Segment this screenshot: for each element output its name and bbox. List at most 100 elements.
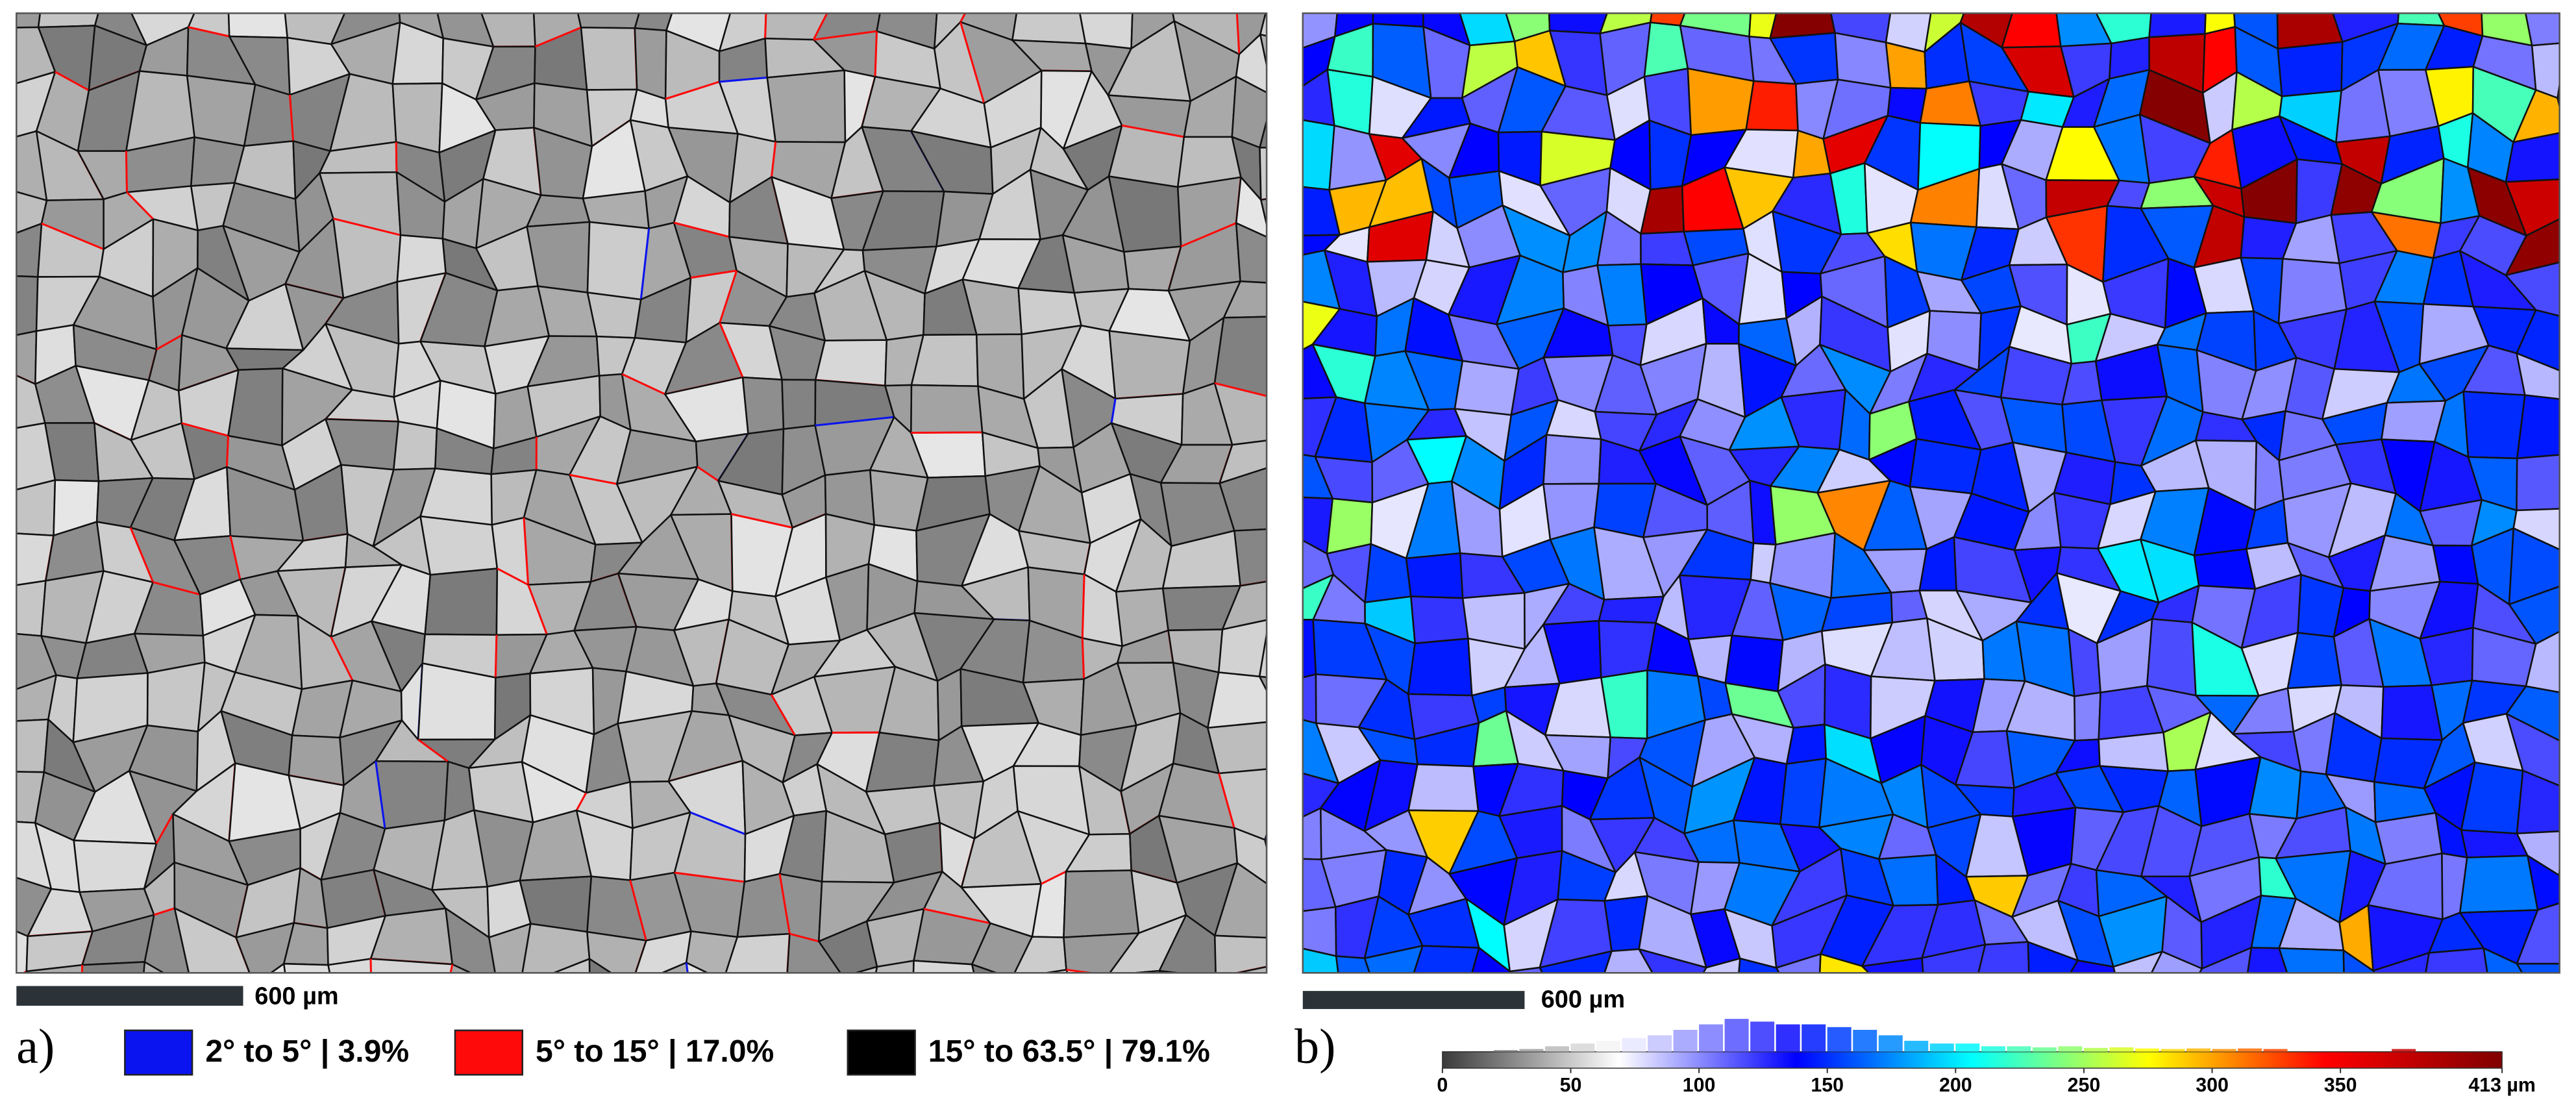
grain: [1302, 673, 1317, 724]
grain: [2150, 951, 2203, 973]
grain: [1407, 763, 1480, 812]
grain: [1213, 934, 1267, 973]
grain: [16, 479, 56, 536]
grain: [588, 958, 613, 973]
grain: [2516, 454, 2560, 512]
scale-bar-label: 600 µm: [254, 982, 338, 1010]
boundary: [719, 76, 767, 83]
grain: [2558, 856, 2560, 877]
grain: [910, 384, 984, 434]
histogram-bar: [1596, 1040, 1620, 1052]
grain: [2246, 947, 2288, 973]
boundary: [874, 31, 878, 77]
grain: [2560, 947, 2576, 1005]
grain: [2516, 352, 2560, 400]
grain: [2027, 941, 2079, 973]
tick-label: 0: [1437, 1075, 1448, 1096]
boundary: [125, 151, 128, 193]
grain: [1235, 222, 1267, 284]
grain: [852, 966, 878, 973]
histogram-bar: [1802, 1024, 1826, 1052]
grain: [580, 27, 638, 91]
scale-bar: [1302, 991, 1525, 1009]
grain: [186, 75, 256, 147]
grain: [2098, 731, 2169, 772]
grain: [488, 923, 532, 973]
grain: [269, 962, 286, 973]
grain: [227, 368, 284, 447]
legend-label: 5° to 15° | 17.0%: [536, 1034, 774, 1069]
grain: [576, 13, 640, 29]
grain: [2505, 712, 2560, 787]
grain: [1233, 528, 1267, 587]
boundary: [534, 26, 582, 48]
boundary: [1121, 124, 1185, 138]
grain: [2508, 527, 2560, 606]
grain: [327, 958, 372, 973]
legend-label: 2° to 5° | 3.9%: [205, 1034, 409, 1069]
tick-label: 350: [2324, 1075, 2357, 1096]
grain: [2483, 947, 2523, 973]
boundary: [960, 21, 985, 104]
boundary: [789, 932, 819, 943]
grain: [1724, 634, 1784, 693]
grain: [2516, 769, 2560, 834]
grain: [1041, 969, 1069, 973]
grain: [2148, 13, 2207, 38]
grain: [1779, 757, 1827, 829]
tick-label: 50: [1560, 1075, 1582, 1096]
histogram-bar: [1673, 1030, 1698, 1052]
grain: [16, 275, 39, 336]
grain: [2276, 13, 2344, 50]
grain: [25, 964, 84, 973]
histogram-bar: [2083, 1047, 2108, 1052]
grain: [2277, 41, 2344, 97]
grain: [1775, 953, 1822, 973]
legend-swatch: [454, 1029, 523, 1076]
boundary: [569, 473, 617, 485]
boundary: [181, 422, 229, 437]
grain: [173, 907, 251, 973]
grain: [1405, 552, 1464, 599]
grain: [1818, 953, 1870, 973]
boundary: [778, 873, 791, 934]
boundary: [923, 908, 991, 925]
boundary: [960, 13, 967, 23]
grain: [16, 930, 29, 973]
grain: [912, 960, 975, 973]
boundary: [815, 416, 895, 427]
grain: [1604, 948, 1653, 973]
tick-label: 150: [1811, 1075, 1844, 1096]
grain: [2525, 13, 2560, 47]
grain: [685, 930, 739, 973]
grain: [1471, 947, 1511, 973]
grain: [1407, 638, 1473, 697]
grain: [424, 568, 499, 636]
grain: [2508, 585, 2560, 645]
grain: [1233, 966, 1267, 973]
boundary: [812, 13, 828, 40]
grain: [1738, 957, 1780, 973]
boundary: [1264, 837, 1267, 841]
boundary: [1110, 398, 1117, 423]
grain: [2505, 261, 2560, 317]
grain: [2569, 343, 2576, 401]
boundary: [288, 94, 295, 142]
grain: [2462, 390, 2526, 460]
grain: [2561, 670, 2576, 742]
grain: [874, 960, 915, 973]
grain: [2372, 952, 2430, 973]
grain: [2569, 213, 2576, 280]
boundary: [719, 270, 738, 323]
grain: [814, 339, 888, 387]
boundary: [575, 792, 588, 811]
histogram-bar: [1622, 1038, 1646, 1052]
grain: [445, 907, 496, 973]
grain: [521, 923, 591, 973]
grain: [2278, 947, 2345, 973]
grain: [283, 962, 331, 973]
grain: [1260, 198, 1267, 229]
grain: [1259, 13, 1267, 37]
histogram-bar: [1519, 1049, 1544, 1052]
map-frame: [1302, 12, 2560, 974]
